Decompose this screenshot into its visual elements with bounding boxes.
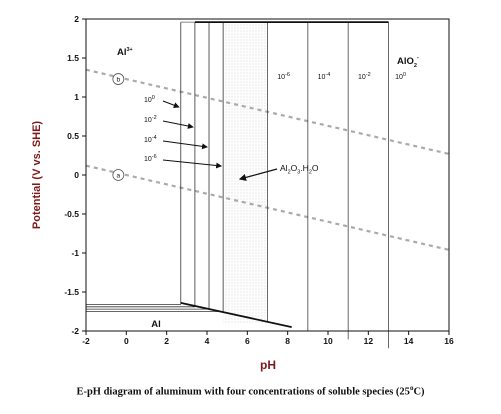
oxide-label-arrow [238, 168, 278, 181]
y-tick-label-3: 0.5 [67, 131, 79, 141]
x-tick-label-7: 12 [364, 336, 374, 346]
caption-degree: o [409, 384, 414, 392]
left-conc-arrow-1 [162, 120, 194, 129]
left-conc-arrow-2 [162, 140, 209, 150]
right-conc-label-2: 10-2 [358, 72, 371, 81]
al-oxide-boundary [180, 302, 292, 328]
x-tick-label-8: 14 [404, 336, 414, 346]
y-tick-label-0: 2 [74, 14, 79, 24]
left-conc-label-3: 10-6 [144, 154, 157, 163]
y-tick-label-7: -1.5 [64, 287, 79, 297]
caption-prefix: E-pH diagram of aluminum with four conce… [76, 386, 410, 398]
left-conc-arrow-3 [162, 159, 223, 169]
y-axis-title: Potential (V vs. SHE) [31, 121, 43, 230]
x-tick-label-9: 16 [444, 336, 454, 346]
caption-suffix: C) [413, 386, 425, 398]
species-label-alo2: AlO2- [397, 55, 419, 69]
species-label-oxide: Al2O3.H2O [280, 163, 319, 176]
x-tick-label-5: 8 [285, 336, 290, 346]
water-line-label-b: b [117, 77, 121, 84]
left-conc-label-0: 100 [144, 95, 155, 104]
species-label-al: Al [151, 319, 161, 330]
left-conc-label-2: 10-4 [144, 135, 157, 144]
left-conc-label-1: 10-2 [144, 115, 157, 124]
species-label-al3: Al3+ [117, 47, 133, 58]
y-tick-label-5: -0.5 [64, 209, 79, 219]
right-conc-label-3: 100 [395, 72, 406, 81]
x-tick-label-2: 2 [164, 336, 169, 346]
y-tick-label-2: 1 [74, 92, 79, 102]
x-tick-label-4: 6 [245, 336, 250, 346]
y-tick-label-1: 1.5 [67, 53, 79, 63]
hydroxide-hatched-region [223, 22, 268, 324]
right-conc-label-0: 10-6 [277, 72, 290, 81]
water-line-marker-a [112, 169, 125, 181]
y-tick-label-4: 0 [74, 170, 79, 180]
water-line-marker-b [112, 73, 125, 85]
y-tick-label-8: -2 [71, 326, 79, 336]
left-conc-arrow-0 [162, 100, 180, 109]
x-tick-label-1: 0 [124, 336, 129, 346]
x-tick-label-0: -2 [82, 336, 90, 346]
water-line-label-a: a [117, 173, 121, 180]
x-tick-label-3: 4 [205, 336, 210, 346]
x-tick-label-6: 10 [323, 336, 333, 346]
figure-caption: E-pH diagram of aluminum with four conce… [0, 384, 501, 398]
y-tick-label-6: -1 [71, 248, 79, 258]
right-conc-label-1: 10-4 [318, 72, 331, 81]
x-axis-title: pH [260, 358, 276, 372]
